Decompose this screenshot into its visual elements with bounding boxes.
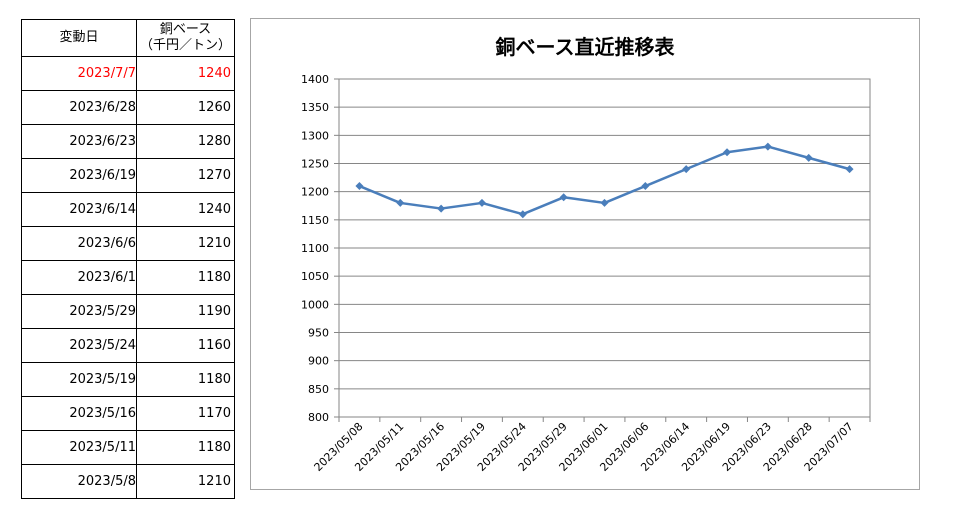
y-tick-label: 1050 bbox=[301, 270, 329, 283]
header-value: 銅ベース （千円／トン） bbox=[136, 19, 235, 57]
row-date: 2023/5/16 bbox=[21, 396, 137, 431]
line-chart: 銅ベース直近推移表 800 850 900 950 1000 1050 1100 1150 12… bbox=[301, 35, 871, 474]
gridlines bbox=[339, 78, 870, 418]
data-point bbox=[763, 142, 772, 151]
row-value: 1170 bbox=[136, 396, 235, 431]
y-tick-label: 1200 bbox=[301, 186, 329, 199]
table-row: 2023/5/16 1170 bbox=[21, 396, 235, 431]
row-date: 2023/7/7 bbox=[21, 56, 137, 91]
table-row: 2023/6/28 1260 bbox=[21, 90, 235, 125]
table-row: 2023/6/23 1280 bbox=[21, 124, 235, 159]
table-row: 2023/5/11 1180 bbox=[21, 430, 235, 465]
row-date: 2023/6/14 bbox=[21, 192, 137, 227]
x-axis-ticks: 2023/05/082023/05/112023/05/162023/05/19… bbox=[312, 417, 871, 474]
row-date: 2023/5/11 bbox=[21, 430, 137, 465]
row-value: 1180 bbox=[136, 260, 235, 295]
price-table: 変動日 銅ベース （千円／トン） 2023/7/7 1240 2023/6/28 12… bbox=[21, 19, 235, 499]
data-point bbox=[559, 193, 568, 202]
y-axis-ticks: 800 850 900 950 1000 1050 1100 1150 1200 1250 1300… bbox=[301, 73, 339, 424]
row-date: 2023/5/8 bbox=[21, 464, 137, 499]
data-point bbox=[804, 153, 813, 162]
table-header-row: 変動日 銅ベース （千円／トン） bbox=[21, 19, 235, 57]
row-value: 1180 bbox=[136, 362, 235, 397]
row-value: 1240 bbox=[136, 192, 235, 227]
y-tick-label: 1350 bbox=[301, 101, 329, 114]
row-date: 2023/6/6 bbox=[21, 226, 137, 261]
row-value: 1270 bbox=[136, 158, 235, 193]
row-value: 1210 bbox=[136, 226, 235, 261]
data-point bbox=[723, 148, 732, 157]
y-tick-label: 1000 bbox=[301, 298, 329, 311]
row-date: 2023/6/1 bbox=[21, 260, 137, 295]
row-value: 1280 bbox=[136, 124, 235, 159]
y-tick-label: 850 bbox=[308, 383, 329, 396]
table-row: 2023/6/19 1270 bbox=[21, 158, 235, 193]
table-row: 2023/7/7 1240 bbox=[21, 56, 235, 91]
table-row: 2023/6/6 1210 bbox=[21, 226, 235, 261]
series bbox=[355, 142, 854, 219]
data-point bbox=[600, 198, 609, 207]
y-tick-label: 1100 bbox=[301, 242, 329, 255]
row-value: 1180 bbox=[136, 430, 235, 465]
data-point bbox=[477, 198, 486, 207]
price-table-body: 変動日 銅ベース （千円／トン） 2023/7/7 1240 2023/6/28 12… bbox=[21, 19, 235, 499]
row-value: 1240 bbox=[136, 56, 235, 91]
y-tick-label: 950 bbox=[308, 327, 329, 340]
row-date: 2023/5/29 bbox=[21, 294, 137, 329]
row-date: 2023/6/23 bbox=[21, 124, 137, 159]
data-point bbox=[641, 182, 650, 191]
table-row: 2023/5/8 1210 bbox=[21, 464, 235, 499]
y-tick-label: 800 bbox=[308, 411, 329, 424]
y-tick-label: 1400 bbox=[301, 73, 329, 86]
header-value-line1: 銅ベース bbox=[159, 22, 212, 37]
header-value-line2: （千円／トン） bbox=[139, 38, 231, 53]
y-tick-label: 900 bbox=[308, 355, 329, 368]
row-date: 2023/6/19 bbox=[21, 158, 137, 193]
table-row: 2023/5/24 1160 bbox=[21, 328, 235, 363]
data-point bbox=[845, 165, 854, 174]
row-date: 2023/6/28 bbox=[21, 90, 137, 125]
table-row: 2023/5/29 1190 bbox=[21, 294, 235, 329]
data-point bbox=[518, 210, 527, 219]
row-value: 1190 bbox=[136, 294, 235, 329]
row-value: 1160 bbox=[136, 328, 235, 363]
row-date: 2023/5/24 bbox=[21, 328, 137, 363]
chart-title: 銅ベース直近推移表 bbox=[496, 35, 676, 59]
data-point bbox=[355, 182, 364, 191]
row-value: 1260 bbox=[136, 90, 235, 125]
header-date: 変動日 bbox=[21, 19, 137, 57]
row-date: 2023/5/19 bbox=[21, 362, 137, 397]
table-row: 2023/6/1 1180 bbox=[21, 260, 235, 295]
chart-area: 銅ベース直近推移表 800 850 900 950 1000 1050 1100 1150 12… bbox=[250, 18, 920, 490]
y-tick-label: 1300 bbox=[301, 129, 329, 142]
row-value: 1210 bbox=[136, 464, 235, 499]
data-point bbox=[437, 204, 446, 213]
data-point bbox=[396, 198, 405, 207]
data-point bbox=[682, 165, 691, 174]
y-tick-label: 1250 bbox=[301, 158, 329, 171]
table-row: 2023/6/14 1240 bbox=[21, 192, 235, 227]
y-tick-label: 1150 bbox=[301, 214, 329, 227]
table-row: 2023/5/19 1180 bbox=[21, 362, 235, 397]
